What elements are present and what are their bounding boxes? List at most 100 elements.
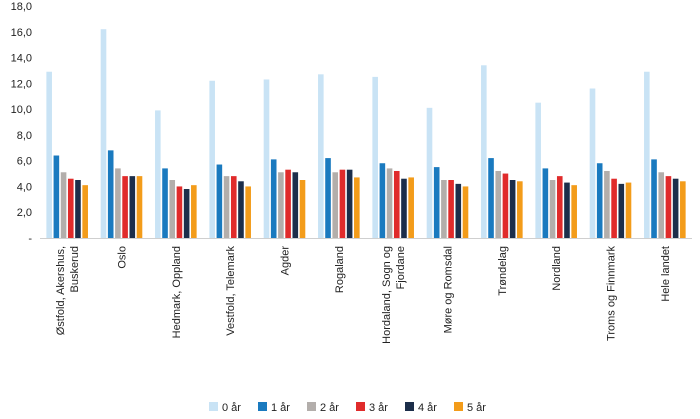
bar (82, 185, 88, 238)
x-category-label: Agder (280, 246, 292, 276)
bar (339, 169, 346, 238)
x-category-label-line: Møre og Romsdal (443, 246, 455, 333)
x-category-label: Troms og Finnmark (606, 246, 618, 341)
bar (53, 155, 60, 238)
y-tick-label: 12,0 (11, 78, 32, 90)
x-category-label-line: Hedmark, Oppland (171, 246, 183, 338)
bar (176, 186, 183, 238)
x-category-label-line: Buskerud (69, 246, 81, 292)
x-category-label-line: Hele landet (660, 246, 672, 302)
legend-swatch (405, 402, 414, 411)
bar (401, 178, 407, 238)
x-category-label-line: Østfold, Akershus, (55, 246, 67, 335)
bar (136, 176, 143, 238)
bar (604, 170, 610, 238)
bar (263, 79, 270, 238)
bar (209, 80, 215, 238)
bar (481, 65, 487, 238)
bar (169, 180, 176, 238)
bar (285, 169, 291, 238)
bar (292, 172, 299, 238)
bar (46, 71, 52, 238)
legend-label: 1 år (271, 402, 290, 414)
bar (60, 172, 67, 238)
x-category-label: Hedmark, Oppland (171, 246, 183, 338)
bar (318, 74, 324, 238)
bar (386, 168, 393, 238)
bar (75, 180, 81, 238)
bar (455, 183, 462, 238)
bar (495, 170, 502, 238)
bar (223, 176, 230, 238)
legend-swatch (356, 402, 365, 411)
bar (517, 181, 523, 238)
x-category-label-line: Fjordane (395, 246, 407, 289)
bar (162, 168, 168, 238)
legend-label: 0 år (222, 402, 241, 414)
bar (611, 178, 617, 238)
bar (644, 71, 650, 238)
x-category-label: Møre og Romsdal (443, 246, 455, 333)
y-tick-label: 6,0 (17, 156, 32, 168)
y-tick-label: 16,0 (11, 27, 32, 39)
x-category-label: Østfold, Akershus, Buskerud (55, 246, 81, 335)
legend-label: 2 år (320, 402, 339, 414)
bar (129, 176, 136, 238)
bar (680, 181, 686, 238)
y-tick-label: - (28, 233, 32, 245)
bar (596, 163, 603, 238)
bar (332, 172, 339, 238)
x-category-label: Oslo (117, 246, 129, 269)
x-category-label: Trøndelag (497, 246, 509, 296)
bar (299, 180, 306, 238)
legend-swatch (454, 402, 463, 411)
bar (393, 170, 400, 238)
x-category-label: Hordaland, Sogn og Fjordane (381, 246, 407, 344)
legend-swatch (258, 402, 267, 411)
bar (115, 168, 121, 238)
legend-label: 4 år (418, 402, 437, 414)
bar (651, 159, 657, 238)
bar (571, 185, 577, 238)
bar (354, 177, 360, 238)
bar (658, 172, 665, 238)
x-category-label: Vestfold, Telemark (225, 246, 237, 336)
bar (346, 169, 353, 238)
legend-swatch (209, 402, 218, 411)
x-category-label: Nordland (551, 246, 563, 291)
bar (589, 88, 596, 239)
bar (556, 176, 563, 238)
bar (502, 173, 509, 238)
bar (325, 158, 331, 238)
bar (372, 76, 378, 238)
bar (107, 150, 114, 238)
bar (488, 158, 494, 238)
bar (270, 159, 277, 238)
bar (100, 29, 107, 239)
x-category-label-line: Nordland (551, 246, 563, 291)
y-tick-label: 18,0 (11, 1, 32, 13)
bar (230, 176, 237, 238)
bar (183, 189, 190, 238)
bar (238, 181, 244, 238)
bar (426, 107, 433, 238)
x-category-label-line: Trøndelag (497, 246, 509, 296)
bar (672, 178, 679, 238)
bar (564, 182, 570, 238)
x-category-label-line: Oslo (117, 246, 129, 269)
bar (618, 183, 625, 238)
bar (122, 176, 128, 238)
bar (542, 168, 549, 238)
x-category-label-line: Troms og Finnmark (606, 246, 618, 341)
bar (67, 178, 74, 238)
x-category-label-line: Hordaland, Sogn og (381, 246, 393, 344)
bar (509, 180, 516, 238)
bar (191, 185, 197, 238)
x-category-label: Hele landet (660, 246, 672, 302)
bar (535, 102, 541, 238)
y-tick-label: 8,0 (17, 130, 32, 142)
x-category-label-line: Agder (280, 246, 292, 276)
legend-swatch (307, 402, 316, 411)
